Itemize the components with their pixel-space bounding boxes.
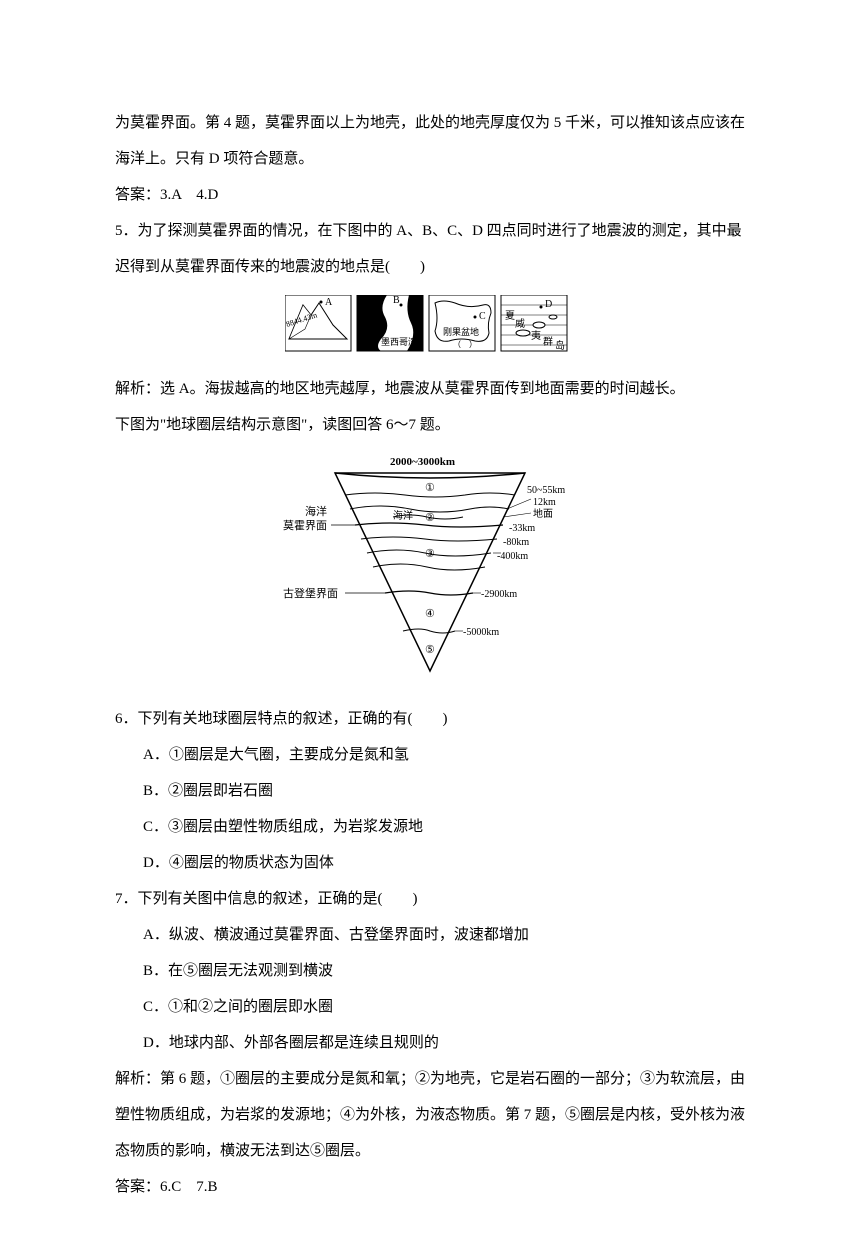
q7-option-d: D．地球内部、外部各圈层都是连续且规则的: [115, 1025, 745, 1061]
panel-c-caption: 刚果盆地: [443, 326, 479, 337]
intro-paragraph: 为莫霍界面。第 4 题，莫霍界面以上为地壳，此处的地壳厚度仅为 5 千米，可以推…: [115, 105, 745, 177]
q6-option-b: B．②圈层即岩石圈: [115, 773, 745, 809]
svg-text:-5000km: -5000km: [463, 627, 499, 638]
q6-option-d: D．④圈层的物质状态为固体: [115, 845, 745, 881]
q5-explain: 解析：选 A。海拔越高的地区地壳越厚，地震波从莫霍界面传到地面需要的时间越长。: [115, 371, 745, 407]
q7-option-a: A．纵波、横波通过莫霍界面、古登堡界面时，波速都增加: [115, 917, 745, 953]
panel-b-caption: 墨西哥湾: [381, 336, 417, 347]
svg-text:威: 威: [515, 317, 525, 330]
figure-q5: A 8844.43m B 墨西哥湾 C 刚果盆地 （ ）: [115, 295, 745, 353]
panel-b-label: B: [393, 295, 400, 306]
figure-q67: 2000~3000km ① ② ③ ④ ⑤ 海洋 海洋 莫霍界面: [115, 453, 745, 683]
answer-67: 答案：6.C 7.B: [115, 1169, 745, 1205]
q6-option-c: C．③圈层由塑性物质组成，为岩浆发源地: [115, 809, 745, 845]
svg-text:夷: 夷: [531, 329, 541, 342]
question-6: 6．下列有关地球圈层特点的叙述，正确的有( ): [115, 701, 745, 737]
answer-34: 答案：3.A 4.D: [115, 177, 745, 213]
question-5: 5．为了探测莫霍界面的情况，在下图中的 A、B、C、D 四点同时进行了地震波的测…: [115, 213, 745, 285]
svg-text:-80km: -80km: [503, 537, 529, 548]
svg-text:海洋: 海洋: [305, 504, 327, 518]
svg-text:海洋: 海洋: [393, 509, 413, 522]
svg-text:-400km: -400km: [497, 551, 528, 562]
svg-text:-2900km: -2900km: [481, 589, 517, 600]
q67-explain: 解析：第 6 题，①圈层的主要成分是氮和氧；②为地壳，它是岩石圈的一部分；③为软…: [115, 1061, 745, 1169]
svg-text:莫霍界面: 莫霍界面: [283, 519, 327, 532]
svg-text:-33km: -33km: [509, 523, 535, 534]
q67-intro: 下图为"地球圈层结构示意图"，读图回答 6～7 题。: [115, 407, 745, 443]
q7-option-b: B．在⑤圈层无法观测到横波: [115, 953, 745, 989]
svg-text:夏: 夏: [505, 310, 515, 322]
svg-text:①: ①: [425, 482, 435, 494]
svg-text:②: ②: [425, 512, 435, 524]
svg-text:岛: 岛: [555, 339, 565, 352]
svg-text:④: ④: [425, 608, 435, 620]
panel-a-label: A: [325, 297, 333, 308]
panel-c-label: C: [479, 311, 486, 322]
svg-text:50~55km: 50~55km: [527, 485, 565, 496]
q7-option-c: C．①和②之间的圈层即水圈: [115, 989, 745, 1025]
svg-text:③: ③: [425, 548, 435, 560]
panel-d-label: D: [545, 299, 552, 310]
svg-text:群: 群: [543, 335, 553, 348]
fig-title: 2000~3000km: [390, 456, 455, 468]
svg-text:（ ）: （ ）: [453, 340, 477, 349]
q6-option-a: A．①圈层是大气圈，主要成分是氮和氢: [115, 737, 745, 773]
svg-text:古登堡界面: 古登堡界面: [283, 586, 338, 600]
svg-text:12km: 12km: [533, 497, 556, 508]
svg-text:⑤: ⑤: [425, 644, 435, 656]
question-7: 7．下列有关图中信息的叙述，正确的是( ): [115, 881, 745, 917]
svg-text:地面: 地面: [533, 507, 553, 520]
